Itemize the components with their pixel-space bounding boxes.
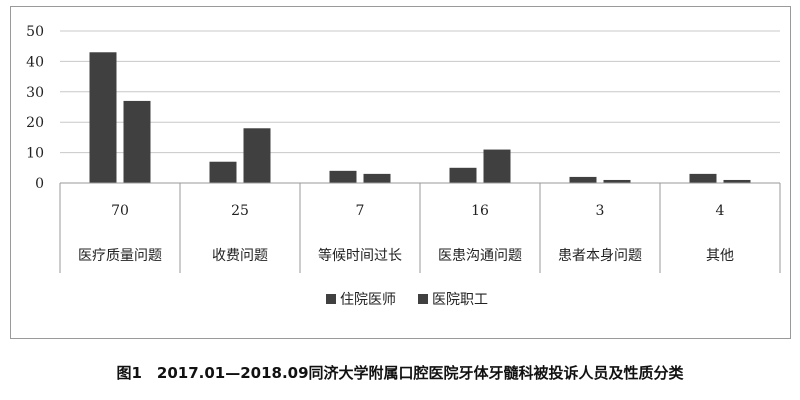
bar-2-2 [243, 128, 271, 183]
bar-1-2 [209, 161, 237, 183]
total-label: 16 [471, 203, 489, 219]
y-tick-label: 0 [35, 176, 44, 192]
category-label: 患者本身问题 [558, 248, 642, 264]
total-label: 7 [356, 203, 365, 219]
y-tick-label: 50 [26, 24, 44, 40]
category-label: 其他 [706, 248, 734, 264]
y-axis: 0 10 20 30 40 50 [26, 24, 44, 192]
data-table: 70 医疗质量问题 25 收费问题 7 等候时间过长 16 医患沟通问题 3 患者本身问题 4 其他 [59, 182, 781, 273]
legend-swatch [326, 294, 336, 304]
bar-1-6 [689, 173, 717, 183]
bar-2-4 [483, 149, 511, 183]
bar-2-5 [603, 179, 631, 183]
category-label: 等候时间过长 [318, 247, 402, 264]
legend-swatch [418, 294, 428, 304]
chart-frame [10, 6, 791, 339]
legend: 住院医师 医院职工 [326, 292, 488, 308]
bar-1-3 [329, 170, 357, 183]
gridlines [60, 30, 780, 184]
bar-2-1 [123, 100, 151, 183]
category-label: 收费问题 [212, 248, 268, 264]
category-label: 医疗质量问题 [78, 248, 162, 264]
total-label: 25 [231, 203, 249, 219]
total-label: 4 [716, 203, 725, 219]
y-tick-label: 40 [26, 54, 44, 70]
bar-1-1 [89, 52, 117, 183]
y-tick-label: 10 [26, 146, 44, 162]
y-tick-label: 20 [26, 115, 44, 131]
figure-caption: 图1 2017.01—2018.09同济大学附属口腔医院牙体牙髓科被投诉人员及性… [116, 364, 684, 382]
total-label: 70 [111, 203, 129, 219]
category-label: 医患沟通问题 [438, 248, 522, 264]
bar-1-5 [569, 176, 597, 183]
bar-2-6 [723, 179, 751, 183]
total-label: 3 [596, 203, 605, 219]
y-tick-label: 30 [26, 85, 44, 101]
legend-label: 住院医师 [340, 292, 396, 308]
bars [89, 52, 751, 183]
legend-label: 医院职工 [432, 292, 488, 308]
bar-chart: 0 10 20 30 40 50 70 医疗质量问题 25 收费问题 7 等候时间过长 16 医患沟通问… [26, 24, 781, 308]
bar-1-4 [449, 167, 477, 183]
bar-2-3 [363, 173, 391, 183]
